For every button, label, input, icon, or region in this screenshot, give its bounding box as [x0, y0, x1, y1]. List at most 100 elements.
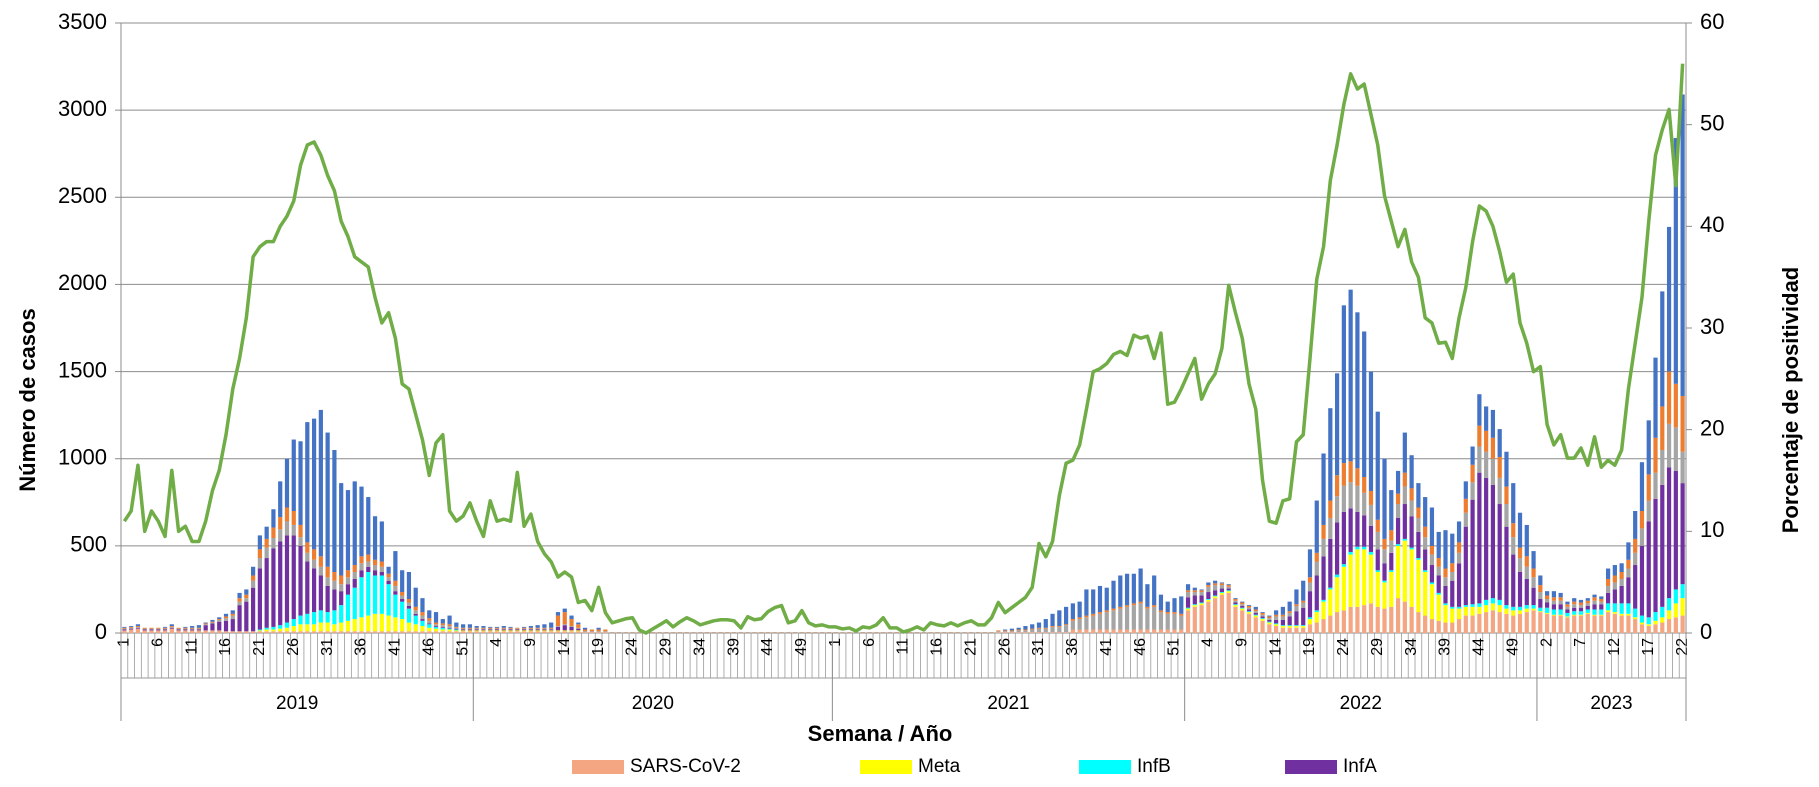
bar-segment: [217, 617, 222, 620]
bar-segment: [1429, 507, 1435, 546]
bar-segment: [1545, 612, 1550, 614]
bar-segment: [779, 632, 784, 633]
bar-segment: [1321, 599, 1326, 602]
bar-segment: [244, 631, 249, 633]
bar-segment: [454, 629, 459, 631]
bar-segment: [1558, 604, 1563, 610]
bar-segment: [1294, 611, 1299, 626]
bar-segment: [1023, 626, 1028, 630]
bar-segment: [129, 626, 134, 627]
bar-segment: [806, 632, 811, 633]
bar-segment: [1680, 395, 1685, 452]
bar-segment: [1538, 599, 1543, 608]
bar-segment: [1091, 589, 1096, 614]
bar-segment: [908, 632, 913, 633]
bar-segment: [1646, 420, 1651, 475]
bar-segment: [1626, 568, 1631, 578]
bar-segment: [1585, 609, 1590, 613]
bar-segment: [1619, 613, 1624, 616]
bar-segment: [1165, 601, 1170, 613]
bar-segment: [1192, 604, 1197, 606]
bar-segment: [291, 626, 296, 632]
y2-tick-label: 60: [1700, 9, 1724, 34]
bar-segment: [1524, 608, 1529, 613]
bar-segment: [1362, 549, 1367, 606]
bar-segment: [698, 632, 703, 633]
bar-segment: [996, 632, 1001, 633]
bar-segment: [1477, 446, 1482, 473]
bar-segment: [1382, 549, 1387, 564]
bar-segment: [1314, 610, 1319, 613]
bar-segment: [1524, 566, 1529, 579]
bar-segment: [203, 622, 208, 624]
bar-segment: [535, 627, 540, 629]
bar-segment: [1504, 605, 1509, 609]
bar-segment: [562, 624, 567, 626]
bar-segment: [1294, 605, 1299, 612]
bar-segment: [657, 632, 662, 633]
bar-segment: [474, 630, 479, 632]
bar-segment: [1673, 138, 1678, 384]
bar-segment: [461, 631, 466, 633]
bar-segment: [386, 584, 391, 616]
bar-segment: [1199, 603, 1204, 606]
bar-segment: [1416, 517, 1421, 532]
bar-segment: [1456, 521, 1462, 543]
bar-segment: [1104, 612, 1109, 630]
bar-segment: [1192, 590, 1197, 593]
bar-segment: [1348, 289, 1353, 462]
x-tick-label: 9: [1233, 638, 1250, 647]
bar-segment: [291, 439, 296, 511]
bar-segment: [562, 612, 567, 625]
bar-segment: [853, 632, 859, 633]
bar-segment: [799, 632, 804, 633]
bar-segment: [1633, 552, 1638, 566]
bar-segment: [298, 524, 303, 538]
bar-segment: [596, 629, 601, 632]
bar-segment: [149, 630, 154, 633]
bar-segment: [718, 632, 723, 633]
bar-segment: [1443, 568, 1448, 578]
bar-segment: [528, 630, 533, 632]
bar-segment: [1402, 601, 1407, 633]
bar-segment: [122, 626, 127, 628]
bar-segment: [1240, 607, 1245, 609]
legend-label: Meta: [918, 756, 961, 777]
bar-segment: [1612, 582, 1617, 590]
bar-segment: [1043, 619, 1048, 628]
bar-segment: [1619, 603, 1624, 614]
bar-segment: [1558, 600, 1563, 605]
bar-segment: [1592, 600, 1597, 605]
bar-segment: [1504, 613, 1509, 633]
bar-segment: [704, 632, 710, 633]
bar-segment: [440, 626, 445, 628]
bar-segment: [433, 631, 439, 633]
bar-segment: [1152, 605, 1157, 607]
y2-tick-label: 40: [1700, 212, 1724, 237]
x-tick-label: 1: [827, 638, 844, 647]
bar-segment: [793, 632, 798, 633]
bar-segment: [176, 627, 181, 629]
bar-segment: [372, 559, 378, 566]
bar-segment: [1287, 611, 1292, 613]
bar-segment: [169, 624, 174, 627]
bar-segment: [271, 626, 276, 630]
bar-segment: [1057, 610, 1062, 627]
bar-segment: [1016, 629, 1021, 631]
bar-segment: [569, 626, 574, 631]
bar-segment: [278, 541, 283, 626]
bar-segment: [1030, 628, 1035, 630]
bar-segment: [1368, 603, 1374, 633]
bar-segment: [1185, 584, 1191, 591]
bar-segment: [1206, 599, 1211, 602]
bar-segment: [508, 626, 513, 628]
bar-segment: [1565, 612, 1570, 617]
x-tick-label: 41: [387, 638, 404, 656]
bar-segment: [345, 620, 351, 632]
bar-segment: [379, 613, 384, 632]
bar-segment: [935, 632, 940, 633]
bar-segment: [257, 558, 262, 569]
bar-segment: [162, 630, 168, 633]
bar-segment: [386, 577, 391, 581]
bar-segment: [1226, 584, 1231, 586]
